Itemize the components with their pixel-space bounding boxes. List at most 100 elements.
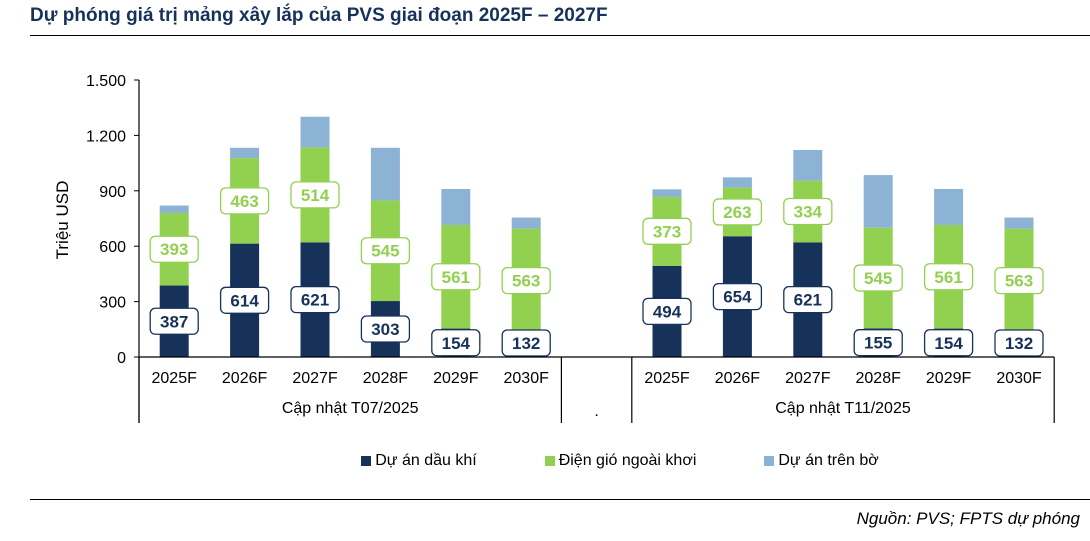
legend-swatch-onshore xyxy=(764,456,775,466)
group-label: . xyxy=(594,403,598,420)
data-label-box xyxy=(431,329,481,357)
data-label: 303 xyxy=(371,320,399,339)
data-label: 621 xyxy=(301,291,329,310)
data-label-box xyxy=(290,286,340,314)
x-tick-label: 2027F xyxy=(292,370,338,387)
x-tick-label: 2027F xyxy=(785,370,831,387)
data-label: 545 xyxy=(864,269,892,288)
data-label: 514 xyxy=(301,186,330,205)
data-label-box xyxy=(360,237,411,265)
y-tick-label: 600 xyxy=(99,239,126,256)
stacked-bar-chart: 0 300 600 900 1.200 1.500 Triệu USD 387 393 614… xyxy=(53,73,1055,423)
bar-segment xyxy=(441,188,471,225)
data-label: 373 xyxy=(653,222,681,241)
data-label-box xyxy=(923,329,974,357)
y-tick-label: 900 xyxy=(99,184,126,201)
x-tick-label: 2025F xyxy=(152,370,198,387)
x-tick-label: 2028F xyxy=(363,370,409,387)
data-label-box xyxy=(994,266,1044,295)
y-axis: 0 300 600 900 1.200 1.500 xyxy=(86,73,140,423)
group-label: Cập nhật T11/2025 xyxy=(775,400,911,417)
bars xyxy=(159,116,1034,357)
data-label-box xyxy=(712,198,763,226)
legend-item-oil-gas: Dự án dầu khí xyxy=(361,452,477,470)
bar-segment xyxy=(159,205,189,213)
data-label: 654 xyxy=(723,288,752,307)
x-tick-label: 2028F xyxy=(856,370,902,387)
data-label-box xyxy=(501,266,551,295)
data-label-box xyxy=(923,263,974,291)
data-label-box xyxy=(853,264,903,292)
bar-segment xyxy=(863,175,893,228)
footer-divider xyxy=(30,499,1090,500)
data-label: 155 xyxy=(864,334,892,353)
legend-swatch-offshore-wind xyxy=(544,456,555,466)
title-divider xyxy=(30,35,1090,36)
x-tick-label: 2029F xyxy=(433,370,479,387)
data-label: 154 xyxy=(934,334,963,353)
y-tick-label: 300 xyxy=(99,295,126,312)
data-label-box xyxy=(642,297,692,326)
data-label-box xyxy=(783,197,833,226)
x-tick-label: 2025F xyxy=(644,370,690,387)
data-label: 334 xyxy=(794,202,823,221)
x-tick-label: 2026F xyxy=(715,370,761,387)
data-label-box xyxy=(853,329,903,357)
data-label: 563 xyxy=(1005,272,1033,291)
data-label: 132 xyxy=(512,334,540,353)
y-axis-title: Triệu USD xyxy=(53,181,72,260)
x-tick-label: 2030F xyxy=(996,370,1042,387)
x-tick-label: 2030F xyxy=(504,370,550,387)
data-label-box xyxy=(431,263,481,291)
data-label-box xyxy=(642,217,692,245)
data-label: 393 xyxy=(160,240,188,259)
y-tick-label: 1.500 xyxy=(86,73,126,90)
x-axis: 2025F 2026F 2027F 2028F 2029F 2030F 2025F 2026F… xyxy=(138,356,1055,423)
legend-item-onshore: Dự án trên bờ xyxy=(764,452,879,470)
chart-title: Dự phóng giá trị mảng xây lắp của PVS gi… xyxy=(30,5,608,26)
bar-segment xyxy=(793,149,823,181)
x-tick-label: 2029F xyxy=(926,370,972,387)
data-label: 463 xyxy=(230,192,258,211)
data-label: 563 xyxy=(512,272,540,291)
group-label: Cập nhật T07/2025 xyxy=(282,400,419,417)
bar-segment xyxy=(934,188,964,225)
data-label: 545 xyxy=(371,242,399,261)
data-label: 494 xyxy=(653,302,682,321)
bar-segment xyxy=(511,217,541,229)
legend: Dự án dầu khí Điện gió ngoài khơi Dự án … xyxy=(0,452,1090,470)
x-tick-label: 2026F xyxy=(222,370,268,387)
data-label-box xyxy=(290,181,340,209)
data-label-box xyxy=(712,282,763,311)
data-label-box xyxy=(994,329,1044,357)
data-label-box xyxy=(360,315,411,343)
data-label: 561 xyxy=(934,268,962,287)
data-label: 387 xyxy=(160,312,188,331)
bar-segment xyxy=(300,116,330,148)
data-label: 621 xyxy=(794,291,822,310)
data-label-box xyxy=(783,286,833,314)
bar-segment xyxy=(722,177,752,188)
data-label: 154 xyxy=(442,334,471,353)
bar-segment xyxy=(1004,217,1034,229)
y-tick-label: 1.200 xyxy=(86,128,126,145)
legend-swatch-oil-gas xyxy=(361,456,372,466)
data-label-box xyxy=(219,286,270,314)
data-label-box xyxy=(501,329,551,357)
data-labels: 387 393 614 463 621 514 303 545 154 561 132 563 494 3… xyxy=(149,181,1044,357)
data-label-box xyxy=(219,187,270,215)
bar-segment xyxy=(370,147,400,201)
data-label-box xyxy=(149,235,199,263)
bar-segment xyxy=(652,189,682,197)
data-label: 132 xyxy=(1005,334,1033,353)
legend-label-oil-gas: Dự án dầu khí xyxy=(375,452,477,469)
legend-label-onshore: Dự án trên bờ xyxy=(778,452,879,469)
y-tick-label: 0 xyxy=(117,350,126,367)
data-label: 561 xyxy=(442,268,470,287)
data-label: 614 xyxy=(230,291,259,310)
legend-label-offshore-wind: Điện gió ngoài khơi xyxy=(558,452,697,469)
source-note: Nguồn: PVS; FPTS dự phóng xyxy=(856,509,1080,528)
legend-item-offshore-wind: Điện gió ngoài khơi xyxy=(544,452,697,470)
bar-segment xyxy=(230,147,260,159)
data-label-box xyxy=(149,307,199,335)
